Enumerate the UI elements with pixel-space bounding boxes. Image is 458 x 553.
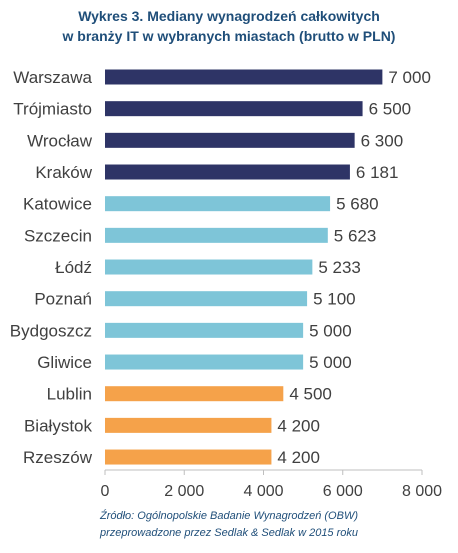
category-label: Wrocław <box>27 131 93 150</box>
bar <box>105 322 304 338</box>
bar <box>105 259 313 275</box>
value-label: 5 100 <box>313 290 356 309</box>
value-label: 5 680 <box>336 195 379 214</box>
x-tick-label: 6 000 <box>323 483 363 500</box>
bar-chart: Warszawa 7 000 Trójmiasto 6 500 Wrocław 6 300… <box>10 68 442 500</box>
source-line-2: przeprowadzone przez Sedlak & Sedlak w 2… <box>99 527 359 539</box>
bar <box>105 69 383 85</box>
bar <box>105 164 350 180</box>
category-label: Rzeszów <box>23 448 93 467</box>
bar <box>105 132 355 148</box>
category-label: Kraków <box>35 163 92 182</box>
category-label: Trójmiasto <box>13 100 92 119</box>
value-label: 5 000 <box>309 321 352 340</box>
category-label: Gliwice <box>37 353 92 372</box>
bar <box>105 196 331 212</box>
chart-source: Źródło: Ogólnopolskie Badanie Wynagrodze… <box>0 508 458 542</box>
category-label: Białystok <box>24 416 93 435</box>
value-label: 4 200 <box>277 448 320 467</box>
chart-title-line-1: Wykres 3. Mediany wynagrodzeń całkowityc… <box>78 8 380 24</box>
bar <box>105 291 308 307</box>
x-tick-label: 4 000 <box>243 483 283 500</box>
category-label: Łódź <box>55 258 92 277</box>
category-label: Bydgoszcz <box>10 321 92 340</box>
value-label: 5 000 <box>309 353 352 372</box>
category-label: Lublin <box>47 385 92 404</box>
x-tick-label: 8 000 <box>402 483 442 500</box>
value-label: 4 500 <box>289 385 332 404</box>
value-label: 6 181 <box>356 163 399 182</box>
value-label: 6 300 <box>361 131 404 150</box>
category-label: Poznań <box>34 290 92 309</box>
bar <box>105 417 272 433</box>
x-tick-label: 0 <box>101 483 110 500</box>
bar <box>105 354 304 370</box>
bar <box>105 101 363 117</box>
category-label: Szczecin <box>24 226 92 245</box>
value-label: 6 500 <box>369 100 412 119</box>
source-line-1: Źródło: Ogólnopolskie Badanie Wynagrodze… <box>99 510 358 522</box>
value-label: 4 200 <box>277 416 320 435</box>
bar <box>105 227 328 243</box>
value-label: 5 623 <box>334 226 377 245</box>
category-label: Katowice <box>23 195 92 214</box>
chart-title: Wykres 3. Mediany wynagrodzeń całkowityc… <box>0 6 458 46</box>
chart-title-line-2: w branży IT w wybranych miastach (brutto… <box>62 28 396 44</box>
value-label: 7 000 <box>388 68 431 87</box>
category-label: Warszawa <box>13 68 92 87</box>
x-tick-label: 2 000 <box>164 483 204 500</box>
bar <box>105 449 272 465</box>
value-label: 5 233 <box>318 258 361 277</box>
bar <box>105 386 284 402</box>
